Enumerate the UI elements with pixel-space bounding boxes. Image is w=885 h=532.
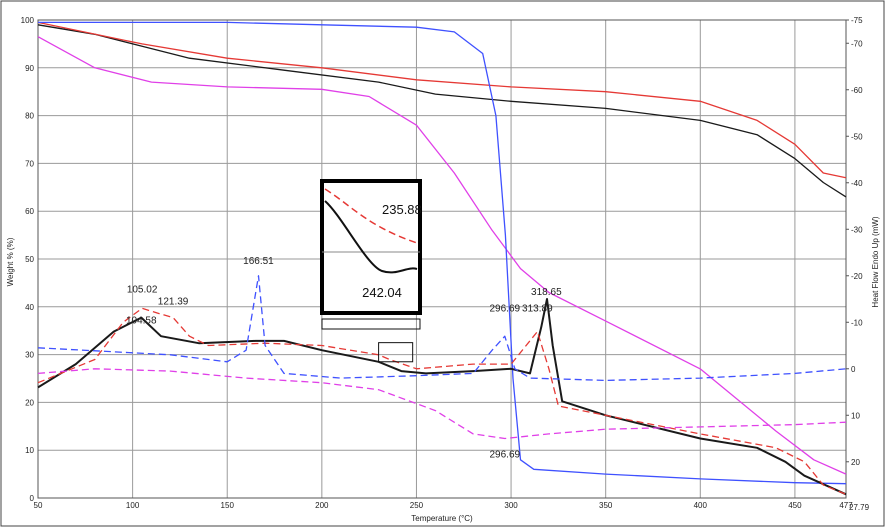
plot-area-frame	[37, 19, 847, 499]
x-tick-label-end: 477	[839, 501, 853, 510]
peak-label: 313.89	[522, 304, 553, 315]
series-line-6	[37, 307, 847, 495]
y-tick-label: 70	[25, 159, 34, 168]
y2-tick-label: -10	[851, 318, 863, 327]
x-tick-label: 400	[694, 501, 708, 510]
y-tick-label: 10	[25, 446, 34, 455]
series-line-4	[38, 21, 847, 485]
y-tick-label: 0	[30, 494, 35, 503]
zoom-inset: 235.88 242.04	[320, 179, 422, 363]
x-axis-title: Temperature (°C)	[411, 514, 473, 523]
series-layer	[37, 21, 847, 496]
peak-label: 296.69	[490, 449, 521, 460]
x-tick-label: 100	[126, 501, 140, 510]
y2-tick-label: 0	[851, 365, 856, 374]
peak-label: 105.02	[127, 284, 158, 295]
x-tick-label: 450	[788, 501, 802, 510]
peak-label: 296.69	[490, 304, 521, 315]
y-axis-title: Weight % (%)	[6, 237, 15, 286]
x-tick-label: 50	[34, 501, 43, 510]
inset-label: 235.88	[382, 202, 422, 217]
y-tick-label: 20	[25, 398, 34, 407]
series-line-7	[37, 275, 847, 382]
y-tick-label: 80	[25, 112, 34, 121]
peak-label: 121.39	[158, 296, 189, 307]
y2-tick-label: -40	[851, 179, 863, 188]
x-tick-label: 300	[504, 501, 518, 510]
y2-tick-label: -50	[851, 132, 863, 141]
y2-tick-label: -20	[851, 272, 863, 281]
y2-tick-label: 20	[851, 458, 860, 467]
inset-frame	[320, 179, 422, 315]
peak-label: 318.65	[531, 287, 562, 298]
x-tick-label: 350	[599, 501, 613, 510]
y2-tick-label: -60	[851, 86, 863, 95]
peak-label: 104.58	[126, 316, 157, 327]
y2-tick-label: -30	[851, 225, 863, 234]
series-line-5	[37, 298, 847, 496]
y-tick-label: 40	[25, 303, 34, 312]
y2-tick-label: -70	[851, 39, 863, 48]
inset-label: 242.04	[362, 285, 402, 300]
inset-black-curve	[324, 200, 418, 274]
series-line-8	[37, 368, 847, 440]
y-tick-label: 90	[25, 64, 34, 73]
series-line-1	[37, 24, 847, 198]
y-tick-label: 50	[25, 255, 34, 264]
zoom-region-box	[378, 342, 414, 363]
y2-axis-title: Heat Flow Endo Up (mW)	[871, 216, 880, 307]
y2-tick-label: -75	[851, 16, 863, 25]
tick-labels: 50 100 150 200 250 300 350 400 450 47701020304050…	[21, 16, 870, 512]
y2-tick-label: 10	[851, 411, 860, 420]
y-tick-label: 30	[25, 351, 34, 360]
y-tick-label: 60	[25, 207, 34, 216]
inset-red-curve	[324, 188, 418, 244]
series-line-3	[37, 36, 847, 475]
y-tick-label: 100	[21, 16, 35, 25]
x-tick-label: 200	[315, 501, 329, 510]
peak-label: 166.51	[243, 256, 274, 267]
x-tick-label: 150	[221, 501, 235, 510]
y2-tick-label-end: 27.79	[849, 503, 870, 512]
x-tick-label: 250	[410, 501, 424, 510]
series-line-2	[37, 21, 847, 179]
inset-bracket	[321, 318, 421, 330]
